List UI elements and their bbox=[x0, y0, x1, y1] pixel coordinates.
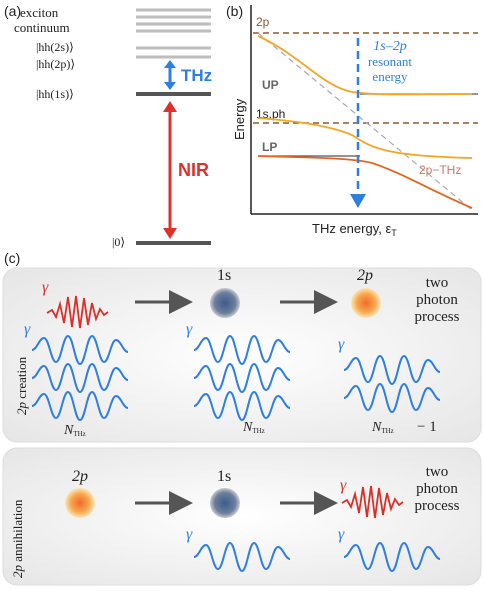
exciton-1s-sphere bbox=[210, 288, 240, 318]
panel-b: (b) Energy THz energy, εT 2p 1s,ph UP LP… bbox=[226, 3, 478, 238]
resonant-arrow-head bbox=[350, 194, 366, 208]
resonant-label-2: resonant bbox=[368, 54, 412, 69]
thz-wave bbox=[31, 334, 129, 366]
nir-photon-wave bbox=[341, 485, 404, 519]
continuum-label-2: continuum bbox=[14, 20, 70, 35]
thz-photon-group-5: γ bbox=[338, 526, 441, 573]
panel-c: (c) 2p creation γ γ NTHz 1s γ bbox=[2, 250, 482, 586]
annihilation-gamma-thz-1: γ bbox=[186, 526, 193, 543]
panel-b-label: (b) bbox=[226, 3, 243, 19]
annihilation-process-1: two bbox=[426, 464, 449, 480]
annihilation-panel: 2p annihilation 2p 1s γ γ two photon pro… bbox=[2, 447, 482, 586]
thz-wave bbox=[193, 362, 291, 394]
thz-label: THz bbox=[181, 66, 212, 85]
thz-photon-group-1: γ bbox=[24, 321, 129, 422]
middle-polariton-curve bbox=[257, 117, 473, 159]
continuum-label-1: exciton bbox=[20, 5, 59, 20]
n-thz-minus-one: − 1 bbox=[417, 419, 437, 435]
resonant-label-1: 1s–2p bbox=[373, 39, 406, 54]
lower-polariton-curve bbox=[257, 155, 473, 209]
creation-process-3: process bbox=[415, 309, 460, 325]
creation-state-1s: 1s bbox=[217, 267, 231, 284]
nir-photon-wave bbox=[46, 295, 109, 329]
exciton-2p-sphere bbox=[351, 288, 381, 318]
thz-arrow-head-bottom bbox=[164, 82, 176, 90]
thz-photon-group-3: γ bbox=[338, 336, 441, 414]
nir-label: NIR bbox=[178, 160, 209, 180]
creation-panel: 2p creation γ γ NTHz 1s γ NTHz 2p bbox=[2, 267, 482, 443]
thz-wave bbox=[343, 354, 441, 386]
n-thz-3: NTHz bbox=[371, 420, 394, 435]
thz-wave bbox=[31, 390, 129, 422]
x-axis-label: THz energy, εT bbox=[312, 221, 397, 238]
thz-wave bbox=[343, 541, 441, 573]
annihilation-process-3: process bbox=[415, 498, 460, 514]
line-2pthz bbox=[257, 32, 473, 211]
level-hh2p-label: |hh(2p)⟩ bbox=[36, 57, 75, 71]
n-thz-2: NTHz bbox=[242, 420, 265, 435]
thz-wave bbox=[343, 382, 441, 414]
line-1sph-label: 1s,ph bbox=[256, 107, 285, 121]
level-ground-label: |0⟩ bbox=[112, 235, 125, 249]
creation-gamma-thz-1: γ bbox=[24, 321, 31, 338]
thz-wave bbox=[193, 390, 291, 422]
n-thz-1: NTHz bbox=[63, 423, 86, 438]
exciton-1s-sphere bbox=[210, 488, 240, 518]
thz-wave bbox=[31, 362, 129, 394]
annihilation-state-1s: 1s bbox=[217, 468, 231, 485]
annihilation-panel-bg bbox=[2, 447, 482, 586]
nir-arrow-head-top bbox=[163, 101, 177, 112]
nir-arrow-head-bottom bbox=[163, 228, 177, 239]
thz-wave bbox=[193, 541, 291, 573]
thz-photon-group-4: γ bbox=[186, 526, 291, 573]
panel-a: (a) exciton continuum |hh(2s)⟩ |hh(2p)⟩ … bbox=[4, 3, 212, 249]
creation-gamma-nir: γ bbox=[42, 279, 49, 296]
line-2p-label: 2p bbox=[256, 15, 270, 29]
annihilation-gamma-thz-2: γ bbox=[338, 526, 345, 543]
y-axis-label: Energy bbox=[232, 98, 247, 140]
line-lp-label: LP bbox=[262, 140, 277, 154]
thz-arrow-head-top bbox=[164, 60, 176, 68]
thz-photon-group-2: γ bbox=[186, 321, 291, 422]
annihilation-state-2p: 2p bbox=[72, 468, 88, 485]
line-2pthz-label: 2p−THz bbox=[419, 163, 461, 177]
creation-gamma-thz-2: γ bbox=[186, 321, 193, 338]
creation-side-label: 2p creation bbox=[14, 356, 29, 415]
annihilation-process-2: photon bbox=[416, 481, 458, 497]
level-hh2s-label: |hh(2s)⟩ bbox=[36, 40, 74, 54]
creation-process-2: photon bbox=[416, 292, 458, 308]
upper-polariton-curve bbox=[257, 35, 473, 96]
creation-process-1: two bbox=[426, 275, 449, 291]
level-hh1s-label: |hh(1s)⟩ bbox=[36, 87, 74, 101]
creation-state-2p: 2p bbox=[357, 267, 373, 284]
continuum-levels bbox=[136, 8, 211, 33]
line-up-label: UP bbox=[262, 78, 279, 92]
panel-c-label: (c) bbox=[4, 250, 20, 266]
thz-wave bbox=[193, 334, 291, 366]
annihilation-gamma-nir: γ bbox=[340, 477, 347, 494]
creation-gamma-thz-3: γ bbox=[338, 336, 345, 353]
exciton-2p-sphere bbox=[65, 488, 95, 518]
annihilation-side-label: 2p annihilation bbox=[10, 499, 25, 578]
resonant-label-3: energy bbox=[372, 69, 408, 84]
panel-a-label: (a) bbox=[4, 3, 21, 19]
